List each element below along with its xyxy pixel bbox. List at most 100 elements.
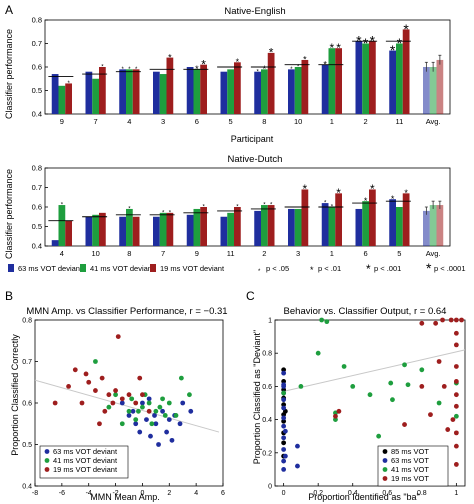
significance-star: * [128, 207, 131, 213]
data-point [166, 417, 172, 422]
data-point [295, 463, 300, 469]
bar [389, 199, 396, 246]
data-point [136, 408, 141, 414]
panel-a2-title: Native-Dutch [228, 154, 283, 165]
x-tick-label: 3 [296, 249, 300, 258]
data-point [405, 382, 411, 388]
y-tick-label: 0.8 [22, 318, 32, 325]
x-tick-label: Avg. [426, 117, 441, 126]
bar [294, 208, 302, 246]
legend-swatch [80, 264, 86, 272]
bar [99, 212, 106, 246]
data-point [402, 422, 407, 427]
panel-b-ylabel: Proportion Classified Correctly [10, 334, 20, 456]
data-point [102, 408, 108, 414]
significance-star: * [162, 210, 165, 216]
significance-star: * [370, 182, 375, 196]
x-tick-label: 10 [91, 249, 99, 258]
data-point [390, 397, 395, 403]
data-point [453, 379, 459, 384]
x-tick-label: 10 [294, 117, 302, 126]
x-tick-label: 1 [454, 490, 458, 497]
x-tick-label: 8 [262, 117, 266, 126]
axes-frame [274, 319, 466, 487]
bar [92, 214, 99, 246]
y-tick-label: 0.4 [32, 110, 42, 119]
data-point [137, 375, 143, 381]
trend-line [283, 349, 466, 392]
legend-marker [382, 467, 388, 472]
bar [51, 240, 59, 246]
legend-label: 41 ms VOT deviant [53, 456, 118, 465]
legend-marker [382, 458, 388, 463]
bar [335, 48, 342, 115]
bar [126, 69, 133, 114]
bar [119, 216, 126, 246]
bar [288, 69, 295, 114]
significance-star: * [303, 182, 308, 196]
legend-star: * [426, 260, 432, 276]
y-tick-label: 0.2 [262, 450, 272, 457]
data-point [428, 412, 433, 418]
bar [436, 59, 444, 114]
y-tick-label: 0.6 [32, 63, 42, 72]
x-tick-label: 1 [330, 249, 334, 258]
panel-b-scatter: MMN Amp. vs Classifier Performance, r = … [10, 306, 228, 502]
x-tick-label: 0.4 [348, 490, 358, 497]
data-point [453, 317, 459, 323]
data-point [281, 423, 287, 429]
data-point [436, 359, 442, 364]
data-point [319, 317, 325, 323]
significance-star: * [61, 203, 64, 209]
significance-star: * [403, 21, 409, 37]
y-tick-label: 0 [268, 484, 272, 491]
data-point [110, 400, 116, 406]
legend-label: 41 ms VOT [391, 465, 429, 474]
data-point [281, 397, 287, 403]
data-point [419, 384, 425, 389]
data-point [281, 467, 287, 472]
significance-star: * [67, 81, 70, 87]
data-point [146, 408, 152, 414]
data-point [79, 400, 85, 406]
data-point [453, 342, 459, 348]
x-tick-label: 6 [364, 249, 368, 258]
data-point [146, 400, 152, 406]
significance-star: * [297, 65, 300, 71]
bar [328, 48, 336, 115]
data-point [419, 320, 425, 326]
panel-letter-b: B [5, 289, 13, 303]
x-tick-label: -6 [59, 490, 65, 497]
y-tick-label: 0.4 [32, 242, 42, 251]
data-point [188, 408, 194, 414]
data-point [187, 392, 192, 398]
data-point [336, 408, 342, 414]
x-tick-label: 4 [60, 249, 64, 258]
bar [65, 220, 72, 246]
x-tick-label: 0.8 [417, 490, 427, 497]
significance-star: * [397, 35, 403, 51]
significance-star: * [168, 52, 172, 62]
data-point [341, 364, 347, 369]
bar [186, 214, 194, 246]
data-point [178, 375, 184, 381]
legend-star: * [366, 262, 371, 276]
data-point [281, 435, 287, 441]
significance-star: * [303, 55, 307, 65]
bar [132, 216, 140, 246]
data-point [126, 408, 132, 414]
data-point [126, 413, 132, 418]
data-point [169, 437, 175, 443]
bar [261, 205, 268, 246]
data-point [126, 392, 132, 398]
significance-star: * [336, 186, 341, 200]
significance-star: * [263, 203, 266, 209]
data-point [97, 421, 102, 427]
data-point [453, 330, 459, 336]
data-point [453, 430, 459, 436]
x-tick-label: 5 [229, 117, 233, 126]
legend-label: 85 ms VOT [391, 447, 429, 456]
x-tick-label: 4 [127, 117, 131, 126]
bar [234, 207, 241, 246]
x-tick-label: 8 [127, 249, 131, 258]
